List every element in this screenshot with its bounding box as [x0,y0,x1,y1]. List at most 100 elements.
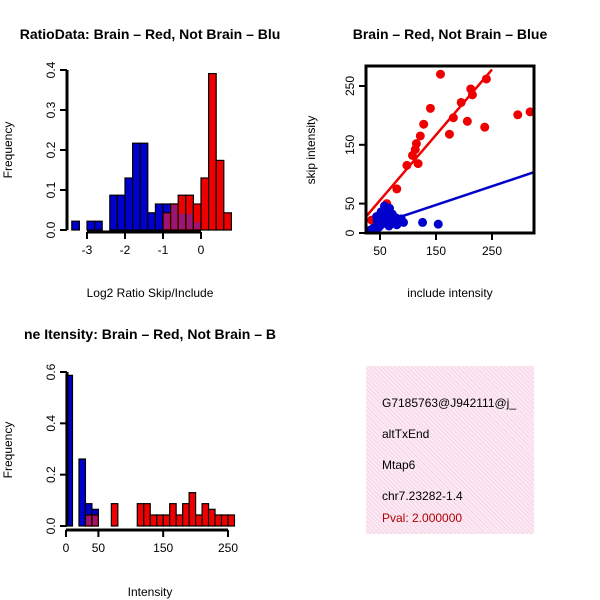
histogram-overlap-bar [164,213,170,229]
histogram-bar-brain [156,514,164,527]
scatter-point-brain [467,90,477,100]
ratio-histogram-xlabel: Log2 Ratio Skip/Include [87,286,214,300]
intensity-histogram-panel: ne Itensity: Brain – Red, Not Brain – B … [1,326,276,599]
y-tick-label: 0.2 [44,466,58,483]
histogram-bar-brain [200,177,210,231]
y-tick-label: 0.6 [44,363,58,380]
x-tick-label: 0 [198,243,205,257]
scatter-point-not-brain [418,217,428,227]
histogram-bar-brain [214,514,223,527]
y-tick-label: 0.3 [44,101,58,118]
histogram-bar-not-brain [93,220,103,231]
histogram-overlap-bar [86,515,91,525]
histogram-overlap-bar [171,205,178,229]
scatter-point-brain [480,122,490,132]
scatter-ylabel: skip intensity [304,116,318,185]
histogram-bar-brain [136,503,145,527]
x-tick-label: 150 [426,244,446,258]
scatter-xlabel: include intensity [407,286,492,300]
histogram-bar-brain [162,514,171,527]
scatter-title: Brain – Red, Not Brain – Blue [353,26,548,42]
y-tick-label: 0.0 [44,221,58,238]
y-tick-label: 150 [343,134,357,154]
ratio-histogram-title: RatioData: Brain – Red, Not Brain – Blu [20,26,281,42]
scatter-point-brain [415,131,425,141]
y-tick-label: 250 [343,76,357,96]
scatter-point-brain [413,159,423,169]
x-tick-label: -3 [82,243,93,257]
histogram-bar-brain [227,514,236,527]
scatter-point-brain [435,69,445,79]
histogram-bar-brain [207,508,216,527]
scatter-point-brain [456,97,466,107]
intensity-histogram-title: ne Itensity: Brain – Red, Not Brain – B [24,326,276,342]
histogram-bar-not-brain [109,194,119,231]
x-tick-label: 50 [92,541,106,555]
y-tick-label: 0.2 [44,141,58,158]
histogram-overlap-bar [179,213,185,229]
gene-name-text: Mtap6 [382,458,416,472]
histogram-bar-brain [195,514,203,527]
scatter-point-brain [525,107,534,117]
histogram-bar-brain [201,503,210,527]
histogram-bar-not-brain [71,220,81,231]
histogram-bar-not-brain [147,212,157,231]
y-tick-label: 0.1 [44,181,58,198]
x-tick-label: 250 [218,541,238,555]
histogram-bar-brain [175,514,184,527]
intensity-histogram-ylabel: Frequency [1,422,15,479]
event-id-text: G7185763@J942111@j_ [382,396,517,410]
histogram-bar-not-brain [132,142,141,231]
histogram-bar-brain [169,503,177,527]
y-tick-label: 0.4 [44,61,58,78]
scatter-point-brain [444,129,454,139]
y-tick-label: 0.0 [44,517,58,534]
y-tick-label: 0 [343,229,357,236]
scatter-point-brain [448,113,458,123]
scatter-point-brain [462,116,472,126]
histogram-bar-brain [143,503,151,527]
x-tick-label: -2 [120,243,131,257]
histogram-bar-not-brain [124,177,134,231]
scatter-point-not-brain [433,219,443,229]
scatter-point-brain [481,74,491,84]
ratio-histogram-panel: RatioData: Brain – Red, Not Brain – Blu … [1,26,280,300]
histogram-overlap-bar [92,515,98,525]
ratio-histogram-ylabel: Frequency [1,122,15,179]
y-tick-label: 0.4 [44,415,58,432]
histogram-bar-brain [182,503,190,527]
scatter-point-brain [513,110,523,120]
scatter-point-not-brain [396,214,406,224]
pvalue-text: Pval: 2.000000 [382,511,463,525]
histogram-bar-brain [220,514,229,527]
scatter-point-brain [402,160,412,170]
plot-frame [364,64,536,235]
histogram-overlap-bar [194,222,200,229]
intensity-histogram-xlabel: Intensity [128,585,173,599]
histogram-bar-not-brain [116,194,126,231]
intensity-scatter-panel: Brain – Red, Not Brain – Blue include in… [304,26,547,300]
scatter-point-brain [419,119,429,129]
scatter-point-not-brain [389,216,399,226]
scatter-point-not-brain [372,212,382,222]
scatter-point-not-brain [368,223,378,233]
x-tick-label: 0 [63,541,70,555]
histogram-bar-brain [110,503,119,527]
y-tick-label: 50 [343,197,357,211]
x-tick-label: 50 [373,244,387,258]
x-tick-label: 150 [153,541,173,555]
event-info-box: G7185763@J942111@j_ altTxEnd Mtap6 chr7.… [366,366,534,534]
x-tick-label: 250 [482,244,502,258]
histogram-bar-brain [215,159,225,231]
scatter-point-brain [425,103,435,113]
coordinates-text: chr7.23282-1.4 [382,489,463,503]
scatter-point-brain [410,145,420,155]
histogram-bar-brain [188,492,197,527]
histogram-bar-not-brain [139,142,149,231]
x-tick-label: -1 [158,243,169,257]
histogram-bar-not-brain [86,220,96,231]
histogram-bar-brain [208,72,217,231]
histogram-bar-brain [149,514,158,527]
